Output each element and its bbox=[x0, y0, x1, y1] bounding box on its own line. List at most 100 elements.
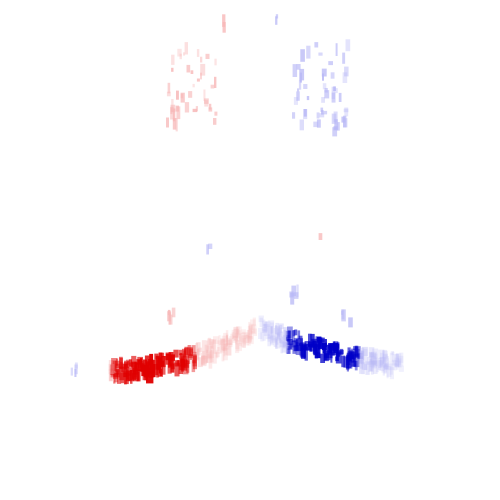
red-cell bbox=[236, 326, 240, 339]
blue-cell bbox=[332, 351, 335, 356]
red-cell bbox=[249, 327, 252, 339]
faint-blue-speckle bbox=[298, 80, 302, 90]
faint-blue-speckle bbox=[345, 39, 351, 52]
red-cell bbox=[202, 350, 206, 359]
blue-cell bbox=[278, 324, 283, 333]
faint-red-speckle bbox=[170, 104, 176, 113]
red-cell bbox=[201, 355, 206, 361]
red-cell bbox=[235, 340, 240, 354]
blue-cell bbox=[385, 362, 389, 370]
red-cell bbox=[221, 335, 228, 346]
faint-blue-speckle bbox=[306, 45, 311, 59]
red-cell bbox=[181, 359, 188, 371]
faint-red-speckle bbox=[184, 42, 188, 55]
blue-cell bbox=[283, 327, 288, 337]
faint-blue-speckle bbox=[330, 72, 335, 79]
red-cell bbox=[215, 350, 219, 359]
faint-red-speckle bbox=[171, 307, 176, 318]
faint-red-speckle bbox=[222, 22, 226, 33]
faint-blue-speckle bbox=[331, 113, 337, 124]
red-cell bbox=[189, 348, 193, 356]
red-cell bbox=[123, 364, 129, 369]
red-cell bbox=[119, 357, 123, 369]
faint-blue-speckle bbox=[344, 66, 349, 77]
blue-cell bbox=[270, 333, 274, 346]
red-cell bbox=[231, 332, 235, 339]
red-cell bbox=[235, 339, 240, 350]
blue-cell bbox=[397, 358, 402, 368]
blue-cell bbox=[391, 351, 395, 362]
red-cell bbox=[242, 331, 247, 344]
faint-red-speckle bbox=[204, 100, 209, 107]
red-region bbox=[108, 317, 257, 385]
red-cell bbox=[111, 358, 117, 371]
faint-red-speckle bbox=[318, 233, 323, 240]
red-cell bbox=[174, 362, 180, 377]
blue-cell bbox=[346, 355, 352, 369]
blue-cell bbox=[308, 333, 312, 348]
faint-red-speckle bbox=[200, 72, 202, 80]
blue-cell bbox=[270, 320, 275, 334]
red-cell bbox=[229, 336, 232, 346]
blue-cell bbox=[288, 330, 292, 340]
faint-red-speckle bbox=[210, 84, 215, 89]
red-cell bbox=[161, 367, 166, 375]
red-cell bbox=[240, 332, 246, 343]
red-cell bbox=[119, 366, 125, 381]
blue-cell bbox=[373, 360, 378, 374]
red-cell bbox=[246, 332, 251, 338]
faint-red-speckle bbox=[171, 54, 175, 65]
red-cell bbox=[206, 349, 212, 364]
red-cell bbox=[196, 349, 200, 361]
blue-cell bbox=[258, 332, 263, 339]
blue-cell bbox=[382, 350, 388, 362]
blue-cell bbox=[306, 344, 312, 351]
red-cell bbox=[110, 363, 115, 376]
faint-blue-speckle bbox=[321, 110, 324, 115]
blue-cell bbox=[361, 360, 368, 370]
blue-cell bbox=[361, 362, 365, 375]
blue-cell bbox=[279, 336, 286, 348]
red-cell bbox=[252, 328, 257, 336]
red-cell bbox=[218, 335, 221, 346]
blue-cell bbox=[301, 343, 306, 358]
red-cell bbox=[205, 350, 208, 363]
blue-cell bbox=[276, 333, 280, 339]
faint-blue-speckle bbox=[296, 284, 299, 298]
faint-blue-speckle bbox=[320, 107, 324, 112]
blue-cell bbox=[379, 359, 382, 368]
blue-cell bbox=[365, 361, 370, 375]
blue-cell bbox=[377, 360, 382, 370]
blue-cell bbox=[295, 338, 300, 344]
red-cell bbox=[158, 365, 162, 374]
red-cell bbox=[201, 340, 207, 353]
blue-cell bbox=[294, 345, 299, 351]
blue-cell bbox=[277, 332, 280, 341]
faint-blue-speckle bbox=[321, 68, 327, 77]
blue-cell bbox=[375, 357, 378, 367]
red-cell bbox=[131, 355, 137, 364]
faint-blue-speckle bbox=[208, 243, 213, 249]
blue-cell bbox=[288, 330, 291, 338]
blue-cell bbox=[381, 350, 385, 358]
red-cell bbox=[233, 326, 239, 338]
red-cell bbox=[124, 372, 129, 385]
blue-cell bbox=[287, 340, 291, 354]
faint-blue-speckle bbox=[296, 91, 300, 101]
red-cell bbox=[192, 355, 197, 370]
blue-cell bbox=[357, 352, 363, 359]
blue-cell bbox=[338, 349, 344, 355]
blue-cell bbox=[259, 317, 263, 327]
blue-cell bbox=[258, 327, 264, 333]
red-cell bbox=[169, 354, 175, 367]
blue-cell bbox=[360, 359, 364, 369]
red-cell bbox=[226, 346, 232, 356]
faint-blue-speckle bbox=[322, 83, 327, 90]
blue-cell bbox=[389, 360, 395, 371]
faint-blue-speckle bbox=[275, 16, 278, 25]
faint-blue-speckle bbox=[314, 42, 319, 48]
blue-cell bbox=[382, 356, 385, 364]
faint-blue-speckle bbox=[74, 362, 78, 369]
red-cell bbox=[210, 341, 213, 349]
red-cell bbox=[116, 372, 122, 384]
